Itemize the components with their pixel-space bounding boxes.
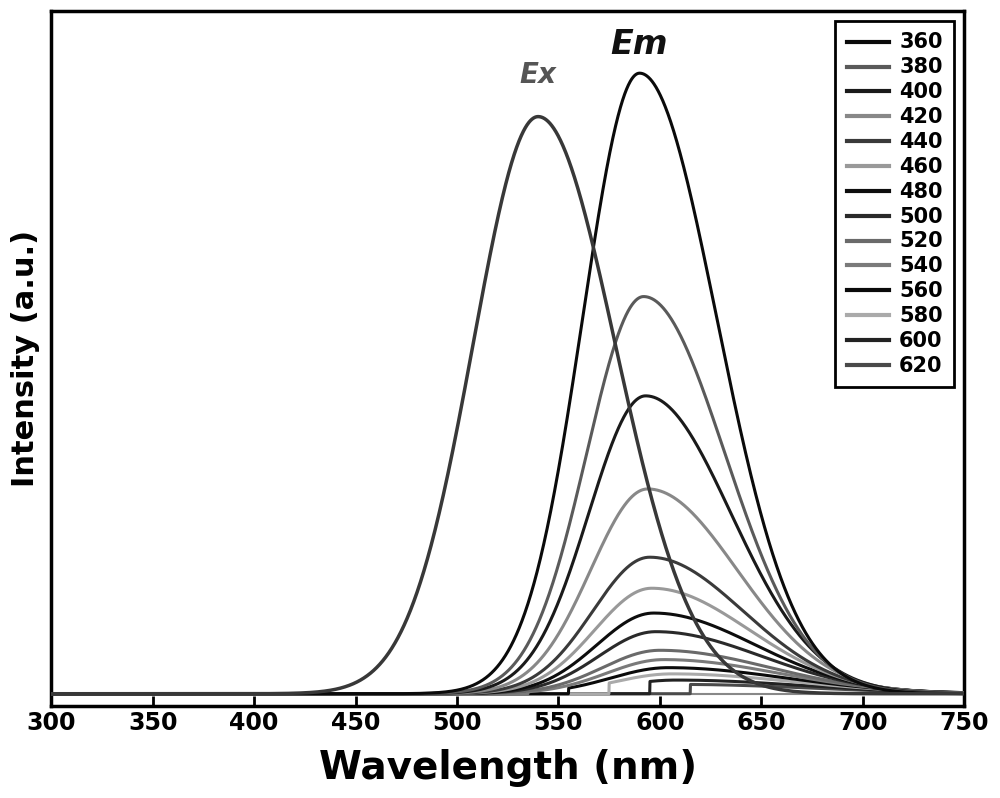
Text: Ex: Ex [520,61,557,89]
Text: Em: Em [611,28,668,61]
X-axis label: Wavelength (nm): Wavelength (nm) [319,749,697,787]
Legend: 360, 380, 400, 420, 440, 460, 480, 500, 520, 540, 560, 580, 600, 620: 360, 380, 400, 420, 440, 460, 480, 500, … [835,21,954,387]
Y-axis label: Intensity (a.u.): Intensity (a.u.) [11,230,40,488]
